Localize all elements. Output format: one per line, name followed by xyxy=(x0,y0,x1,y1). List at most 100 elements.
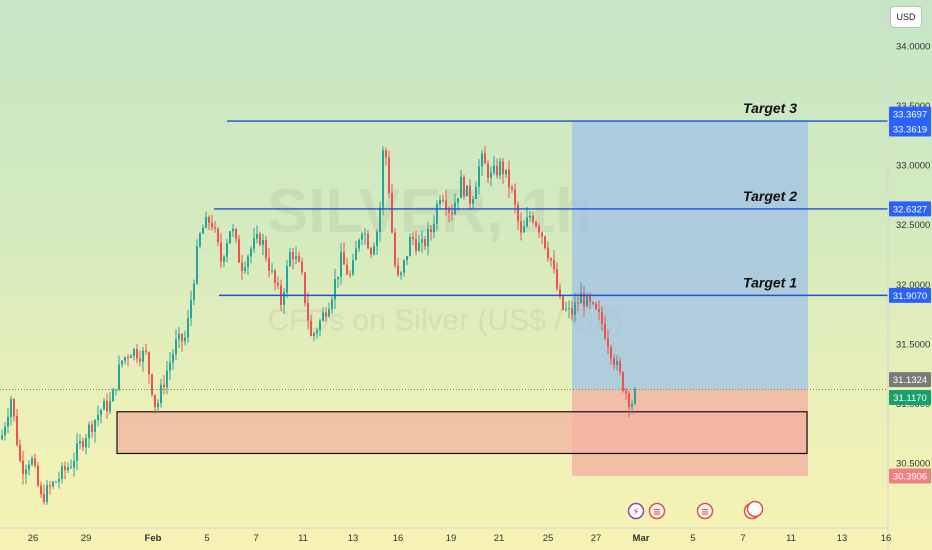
svg-text:31.1324: 31.1324 xyxy=(893,375,927,386)
profit-zone[interactable] xyxy=(572,121,808,390)
candle xyxy=(412,232,414,245)
y-tick-label: 31.5000 xyxy=(896,339,930,350)
candle xyxy=(577,293,579,312)
candle xyxy=(424,235,426,251)
x-tick-label: Feb xyxy=(145,533,162,544)
candle xyxy=(574,293,576,323)
candle xyxy=(154,394,156,414)
candle xyxy=(37,462,39,488)
candle xyxy=(40,481,42,498)
candle xyxy=(538,223,540,238)
candle xyxy=(442,194,444,204)
candle xyxy=(592,301,594,306)
candle xyxy=(406,256,408,265)
candle xyxy=(328,302,330,318)
svg-text:33.3697: 33.3697 xyxy=(893,110,927,121)
candle xyxy=(163,375,165,395)
candle xyxy=(583,285,585,317)
candle xyxy=(94,418,96,443)
time-axis[interactable]: 26 29 Feb 5 7 11 13 16 19 21 25 27 Mar 5 7 11 13 16 xyxy=(28,533,892,544)
candle xyxy=(13,398,15,422)
candle xyxy=(400,271,402,280)
line-price-tag: 33.3619 xyxy=(889,121,931,137)
candle xyxy=(445,190,447,216)
candle xyxy=(352,253,354,276)
candle xyxy=(493,156,495,176)
candle xyxy=(433,215,435,239)
candle xyxy=(22,450,24,485)
candle xyxy=(361,231,363,246)
currency-button[interactable]: USD xyxy=(890,6,922,28)
candle xyxy=(595,302,597,311)
x-tick-label: 7 xyxy=(740,533,745,544)
candle xyxy=(7,407,9,434)
candle xyxy=(4,422,6,441)
candle xyxy=(133,348,135,361)
candle xyxy=(550,257,552,267)
candle xyxy=(298,251,300,263)
x-tick-label: 29 xyxy=(81,533,92,544)
candle xyxy=(58,471,60,489)
candle xyxy=(607,329,609,355)
support-zone[interactable] xyxy=(116,411,808,455)
candle xyxy=(628,390,630,418)
target-label: Target 1 xyxy=(743,274,797,290)
candle xyxy=(385,147,387,166)
candle xyxy=(172,348,174,370)
candle xyxy=(118,355,120,392)
candle xyxy=(631,399,633,414)
candle xyxy=(184,330,186,346)
event-icons[interactable]: ⚡≡≡≡ xyxy=(627,500,764,520)
candle xyxy=(553,250,555,274)
candle xyxy=(484,145,486,164)
svg-text:≡: ≡ xyxy=(701,507,709,518)
x-tick-label: 11 xyxy=(786,533,796,544)
candle xyxy=(223,254,225,268)
candle xyxy=(568,300,570,319)
candle xyxy=(16,409,18,447)
svg-text:30.3906: 30.3906 xyxy=(893,472,927,483)
candle xyxy=(187,309,189,343)
candle xyxy=(403,259,405,277)
target-3-price-tag: 33.3697 xyxy=(889,106,931,122)
y-tick-label: 30.5000 xyxy=(896,459,930,470)
us-flag-event-icon[interactable] xyxy=(746,500,764,518)
candle xyxy=(205,211,207,229)
candle xyxy=(121,360,123,368)
lightning-event-icon[interactable]: ⚡ xyxy=(627,502,645,520)
candle xyxy=(169,352,171,381)
svg-text:33.3619: 33.3619 xyxy=(893,125,927,136)
candle xyxy=(175,329,177,361)
candle xyxy=(613,354,615,370)
svg-text:≡: ≡ xyxy=(653,507,661,518)
candle xyxy=(235,227,237,244)
candle xyxy=(505,169,507,178)
candle xyxy=(70,459,72,469)
candle xyxy=(301,257,303,276)
candle xyxy=(346,258,348,276)
us-flag-event-icon[interactable]: ≡ xyxy=(648,502,666,520)
candle xyxy=(103,398,105,411)
target-1-price-tag: 31.9070 xyxy=(889,287,931,303)
candle xyxy=(529,210,531,222)
candle xyxy=(310,315,312,337)
candle xyxy=(160,379,162,408)
candle xyxy=(199,231,201,249)
candle xyxy=(139,350,141,367)
candle xyxy=(565,301,567,312)
candle xyxy=(76,433,78,471)
candle xyxy=(148,351,150,384)
candle xyxy=(238,234,240,264)
candle xyxy=(622,370,624,393)
overlay-lines: Target 3 Target 2 Target 1 xyxy=(0,100,888,390)
candle xyxy=(475,181,477,200)
candle xyxy=(250,246,252,264)
price-axis[interactable]: 34.0000 33.5000 33.0000 32.5000 32.0000 31.50… xyxy=(896,42,930,470)
candle xyxy=(481,150,483,176)
candle xyxy=(274,269,276,291)
candle xyxy=(634,386,636,406)
candle xyxy=(331,296,333,314)
us-flag-event-icon[interactable]: ≡ xyxy=(696,502,714,520)
candle xyxy=(226,238,228,263)
